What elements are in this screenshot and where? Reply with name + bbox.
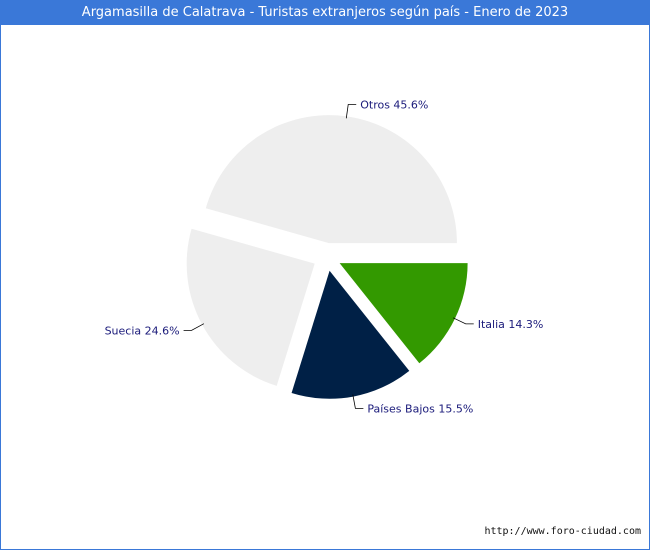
slice-label-suecia: Suecia 24.6%: [105, 324, 180, 337]
slice-label-italia: Italia 14.3%: [478, 318, 544, 331]
slice-label-paises-bajos: Países Bajos 15.5%: [367, 402, 473, 415]
leader-line-italia: [452, 317, 474, 325]
pie-slice-otros: [205, 115, 457, 244]
pie-slice-suecia: [186, 228, 315, 386]
chart-title: Argamasilla de Calatrava - Turistas extr…: [1, 1, 649, 25]
leader-line-paises-bajos: [352, 394, 364, 409]
leader-line-otros: [345, 104, 357, 119]
pie-slice-italia: [339, 263, 468, 364]
slice-label-otros: Otros 45.6%: [360, 98, 428, 111]
leader-line-suecia: [183, 323, 205, 331]
source-url: http://www.foro-ciudad.com: [484, 526, 641, 537]
pie-slice-paises-bajos: [291, 270, 410, 399]
